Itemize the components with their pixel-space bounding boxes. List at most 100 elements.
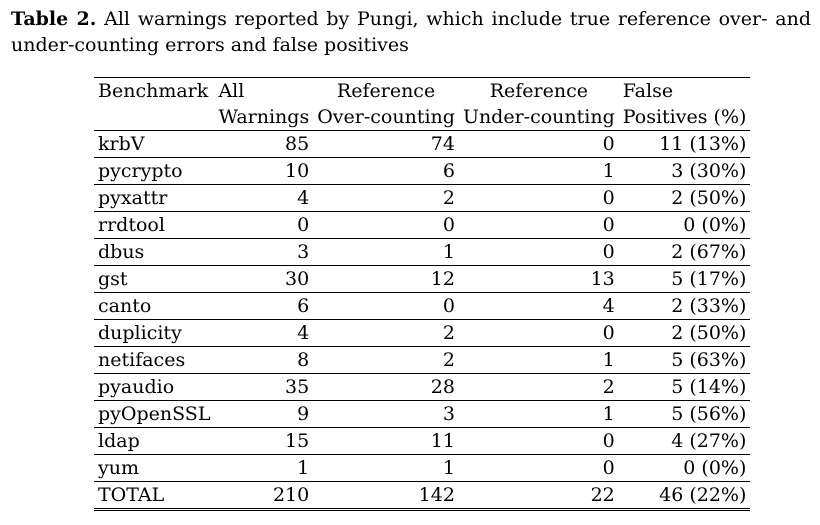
cell-benchmark: gst [94,265,215,293]
cell-benchmark: yum [94,454,215,482]
table-row: netifaces 8 2 1 5 (63%) [94,346,751,374]
cell-under-counting: 0 [458,184,619,212]
cell-false-positives: 5 (63%) [618,346,751,374]
cell-all-warnings: 0 [214,211,314,239]
cell-over-counting: 1 [313,454,459,482]
total-cell-under-counting: 22 [458,481,619,511]
table-row: yum 1 1 0 0 (0%) [94,454,751,482]
table-row: rrdtool 0 0 0 0 (0%) [94,211,751,239]
cell-over-counting: 6 [313,157,459,185]
cell-benchmark: ldap [94,427,215,455]
header-row-1: Benchmark All Reference Reference False [94,77,751,105]
cell-false-positives: 3 (30%) [618,157,751,185]
cell-all-warnings: 30 [214,265,314,293]
total-cell-all-warnings: 210 [214,481,314,511]
cell-all-warnings: 8 [214,346,314,374]
cell-under-counting: 0 [458,238,619,266]
cell-false-positives: 11 (13%) [618,130,751,158]
cell-benchmark: pyOpenSSL [94,400,215,428]
cell-over-counting: 2 [313,184,459,212]
cell-false-positives: 0 (0%) [618,454,751,482]
caption-label: Table 2. [11,8,97,30]
header-over-2: Over-counting [317,106,455,128]
cell-all-warnings: 4 [214,319,314,347]
table-row: ldap 15 11 0 4 (27%) [94,427,751,455]
header-row-2: Warnings Over-counting Under-counting Po… [94,104,751,131]
cell-over-counting: 0 [313,211,459,239]
header-fp-2: Positives (%) [622,106,747,128]
cell-over-counting: 1 [313,238,459,266]
cell-benchmark: pyxattr [94,184,215,212]
cell-false-positives: 2 (50%) [618,184,751,212]
cell-all-warnings: 9 [214,400,314,428]
cell-over-counting: 11 [313,427,459,455]
cell-benchmark: dbus [94,238,215,266]
cell-all-warnings: 85 [214,130,314,158]
header-under: Reference [489,80,588,102]
cell-over-counting: 3 [313,400,459,428]
cell-over-counting: 74 [313,130,459,158]
cell-false-positives: 5 (14%) [618,373,751,401]
cell-under-counting: 4 [458,292,619,320]
table-row: pyxattr 4 2 0 2 (50%) [94,184,751,212]
cell-under-counting: 1 [458,346,619,374]
total-cell-benchmark: TOTAL [94,481,215,511]
cell-under-counting: 0 [458,427,619,455]
cell-under-counting: 2 [458,373,619,401]
cell-benchmark: pycrypto [94,157,215,185]
table-row: dbus 3 1 0 2 (67%) [94,238,751,266]
header-fp: False [622,80,674,102]
header-benchmark-2 [94,104,214,131]
cell-false-positives: 4 (27%) [618,427,751,455]
header-benchmark: Benchmark [98,80,209,102]
table-row: duplicity 4 2 0 2 (50%) [94,319,751,347]
table-row: canto 6 0 4 2 (33%) [94,292,751,320]
cell-under-counting: 0 [458,130,619,158]
header-over: Reference [336,80,436,102]
cell-all-warnings: 3 [214,238,314,266]
table-row: gst 30 12 13 5 (17%) [94,265,751,293]
cell-benchmark: pyaudio [94,373,215,401]
cell-all-warnings: 1 [214,454,314,482]
cell-all-warnings: 35 [214,373,314,401]
total-row: TOTAL 210 142 22 46 (22%) [94,481,751,511]
cell-benchmark: krbV [94,130,215,158]
table-caption: Table 2. All warnings reported by Pungi,… [11,6,811,58]
table-row: pyOpenSSL 9 3 1 5 (56%) [94,400,751,428]
cell-false-positives: 5 (17%) [618,265,751,293]
header-under-2: Under-counting [462,106,615,128]
cell-under-counting: 13 [458,265,619,293]
table-row: krbV 85 74 0 11 (13%) [94,130,751,158]
total-cell-false-positives: 46 (22%) [618,481,751,511]
header-all: All [218,80,245,102]
cell-benchmark: duplicity [94,319,215,347]
cell-over-counting: 2 [313,319,459,347]
cell-all-warnings: 10 [214,157,314,185]
table-row: pyaudio 35 28 2 5 (14%) [94,373,751,401]
cell-benchmark: netifaces [94,346,215,374]
cell-under-counting: 1 [458,157,619,185]
cell-false-positives: 5 (56%) [618,400,751,428]
cell-all-warnings: 6 [214,292,314,320]
cell-all-warnings: 15 [214,427,314,455]
cell-under-counting: 0 [458,319,619,347]
cell-over-counting: 0 [313,292,459,320]
cell-false-positives: 2 (50%) [618,319,751,347]
cell-over-counting: 28 [313,373,459,401]
cell-benchmark: canto [94,292,215,320]
table-row: pycrypto 10 6 1 3 (30%) [94,157,751,185]
cell-all-warnings: 4 [214,184,314,212]
cell-false-positives: 2 (33%) [618,292,751,320]
header-all-2: Warnings [218,106,310,128]
cell-benchmark: rrdtool [94,211,215,239]
cell-under-counting: 0 [458,454,619,482]
cell-false-positives: 2 (67%) [618,238,751,266]
total-cell-over-counting: 142 [313,481,459,511]
cell-over-counting: 12 [313,265,459,293]
cell-over-counting: 2 [313,346,459,374]
warnings-table: Benchmark All Reference Reference False … [94,77,751,511]
cell-under-counting: 0 [458,211,619,239]
cell-false-positives: 0 (0%) [618,211,751,239]
cell-under-counting: 1 [458,400,619,428]
caption-text: All warnings reported by Pungi, which in… [11,8,811,56]
